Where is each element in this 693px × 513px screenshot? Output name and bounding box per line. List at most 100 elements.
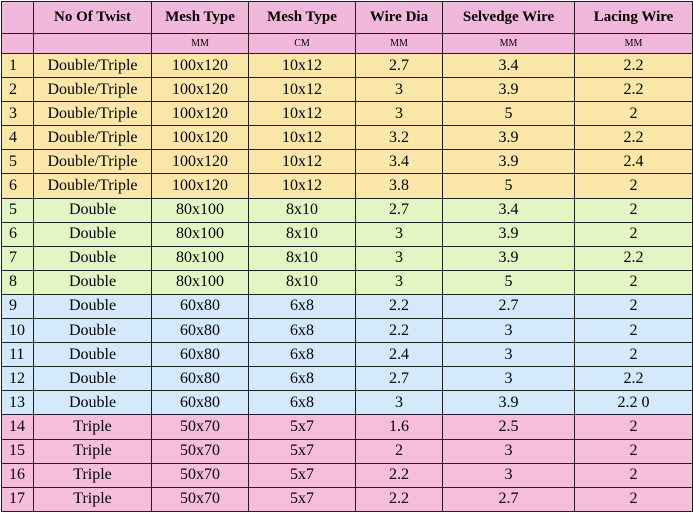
mesh-cm-cell: 5x7 (248, 486, 356, 513)
lacing-wire-cell: 2 (574, 293, 693, 320)
mesh-cm-cell: 6x8 (248, 390, 356, 416)
unit-cell: MM (151, 33, 249, 54)
unit-cell (1, 33, 34, 54)
selvedge-wire-cell: 3.9 (442, 77, 575, 103)
twist-cell: Double (33, 269, 152, 295)
selvedge-wire-cell: 2.7 (442, 293, 575, 320)
row-index: 2 (1, 77, 34, 103)
mesh-cm-cell: 8x10 (248, 221, 356, 247)
lacing-wire-cell: 2.2 (574, 125, 693, 151)
header-lacing-wire: Lacing Wire (574, 1, 693, 34)
table-row: 12 Double 60x80 6x8 2.7 3 2.2 (1, 366, 693, 392)
lacing-wire-cell: 2.2 0 (574, 390, 693, 416)
lacing-wire-cell: 2 (574, 173, 693, 199)
mesh-cm-cell: 10x12 (248, 52, 356, 79)
unit-cell: MM (574, 33, 693, 54)
table-body: 1 Double/Triple 100x120 10x12 2.7 3.4 2.2 2 Doub… (1, 52, 693, 513)
row-index: 6 (1, 173, 34, 199)
wire-dia-cell: 3 (355, 101, 443, 127)
wire-dia-cell: 2.2 (355, 486, 443, 513)
twist-cell: Double/Triple (33, 77, 152, 103)
row-index: 5 (1, 197, 34, 223)
mesh-mm-cell: 80x100 (151, 269, 249, 295)
wire-dia-cell: 3 (355, 77, 443, 103)
wire-dia-cell: 2.7 (355, 52, 443, 79)
mesh-cm-cell: 8x10 (248, 197, 356, 223)
mesh-cm-cell: 6x8 (248, 342, 356, 368)
unit-cell: MM (442, 33, 575, 54)
table-row: 2 Double/Triple 100x120 10x12 3 3.9 2.2 (1, 77, 693, 103)
mesh-mm-cell: 50x70 (151, 414, 249, 440)
table-row: 4 Double/Triple 100x120 10x12 3.2 3.9 2.2 (1, 125, 693, 151)
row-index: 11 (1, 342, 34, 368)
twist-cell: Double (33, 390, 152, 416)
header-wire-dia: Wire Dia (355, 1, 443, 34)
wire-dia-cell: 3 (355, 245, 443, 271)
mesh-mm-cell: 100x120 (151, 77, 249, 103)
mesh-cm-cell: 10x12 (248, 173, 356, 199)
row-index: 3 (1, 101, 34, 127)
mesh-mm-cell: 80x100 (151, 245, 249, 271)
selvedge-wire-cell: 3.9 (442, 245, 575, 271)
header-mesh-type-mm: Mesh Type (151, 1, 249, 34)
selvedge-wire-cell: 3.9 (442, 149, 575, 175)
mesh-mm-cell: 80x100 (151, 221, 249, 247)
wire-dia-cell: 2.2 (355, 462, 443, 488)
mesh-mm-cell: 60x80 (151, 366, 249, 392)
lacing-wire-cell: 2 (574, 342, 693, 368)
wire-dia-cell: 3 (355, 390, 443, 416)
mesh-mm-cell: 50x70 (151, 438, 249, 464)
mesh-mm-cell: 60x80 (151, 318, 249, 344)
mesh-mm-cell: 100x120 (151, 173, 249, 199)
wire-dia-cell: 2.2 (355, 318, 443, 344)
lacing-wire-cell: 2 (574, 101, 693, 127)
wire-dia-cell: 3 (355, 269, 443, 295)
selvedge-wire-cell: 3 (442, 318, 575, 344)
table-row: 13 Double 60x80 6x8 3 3.9 2.2 0 (1, 390, 693, 416)
lacing-wire-cell: 2.2 (574, 366, 693, 392)
table-row: 16 Triple 50x70 5x7 2.2 3 2 (1, 462, 693, 488)
table-row: 1 Double/Triple 100x120 10x12 2.7 3.4 2.2 (1, 52, 693, 79)
lacing-wire-cell: 2.2 (574, 245, 693, 271)
selvedge-wire-cell: 3 (442, 366, 575, 392)
twist-cell: Double (33, 245, 152, 271)
header-selvedge-wire: Selvedge Wire (442, 1, 575, 34)
table-row: 7 Double 80x100 8x10 3 3.9 2.2 (1, 245, 693, 271)
mesh-cm-cell: 6x8 (248, 366, 356, 392)
twist-cell: Triple (33, 462, 152, 488)
lacing-wire-cell: 2.2 (574, 77, 693, 103)
lacing-wire-cell: 2.2 (574, 52, 693, 79)
wire-dia-cell: 1.6 (355, 414, 443, 440)
row-index: 15 (1, 438, 34, 464)
row-index: 9 (1, 293, 34, 320)
lacing-wire-cell: 2 (574, 269, 693, 295)
selvedge-wire-cell: 3.9 (442, 125, 575, 151)
mesh-cm-cell: 10x12 (248, 77, 356, 103)
row-index: 4 (1, 125, 34, 151)
lacing-wire-cell: 2 (574, 462, 693, 488)
selvedge-wire-cell: 3.4 (442, 197, 575, 223)
selvedge-wire-cell: 5 (442, 269, 575, 295)
mesh-cm-cell: 6x8 (248, 318, 356, 344)
twist-cell: Double (33, 197, 152, 223)
selvedge-wire-cell: 3.9 (442, 221, 575, 247)
mesh-mm-cell: 80x100 (151, 197, 249, 223)
twist-cell: Triple (33, 414, 152, 440)
selvedge-wire-cell: 5 (442, 101, 575, 127)
selvedge-wire-cell: 3 (442, 438, 575, 464)
mesh-cm-cell: 10x12 (248, 149, 356, 175)
lacing-wire-cell: 2.4 (574, 149, 693, 175)
row-index: 16 (1, 462, 34, 488)
mesh-cm-cell: 5x7 (248, 462, 356, 488)
row-index: 14 (1, 414, 34, 440)
selvedge-wire-cell: 3 (442, 462, 575, 488)
mesh-mm-cell: 100x120 (151, 125, 249, 151)
mesh-cm-cell: 10x12 (248, 101, 356, 127)
table-row: 10 Double 60x80 6x8 2.2 3 2 (1, 318, 693, 344)
mesh-mm-cell: 60x80 (151, 390, 249, 416)
table-row: 8 Double 80x100 8x10 3 5 2 (1, 269, 693, 295)
table-row: 6 Double/Triple 100x120 10x12 3.8 5 2 (1, 173, 693, 199)
table-row: 14 Triple 50x70 5x7 1.6 2.5 2 (1, 414, 693, 440)
header-row: No Of Twist Mesh Type Mesh Type Wire Dia… (1, 1, 693, 34)
